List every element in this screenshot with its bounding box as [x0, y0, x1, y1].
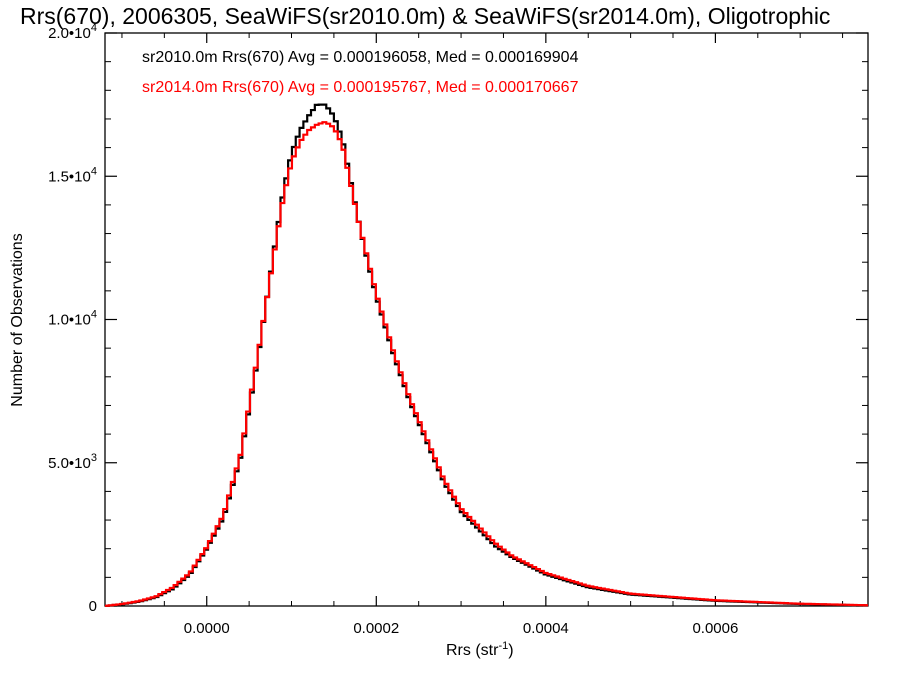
histogram-series-sr2014 [105, 121, 868, 607]
legend-entry-sr2014: sr2014.0m Rrs(670) Avg = 0.000195767, Me… [142, 79, 579, 96]
x-axis-label-text: Rrs (str [446, 642, 499, 659]
x-tick-label: 0.0002 [353, 620, 399, 637]
y-tick-label: 1.5•104 [48, 165, 97, 185]
histogram-series-sr2010 [105, 103, 868, 607]
series-layer [105, 103, 868, 607]
y-tick-label: 1.0•104 [48, 309, 97, 329]
x-tick-label: 0.0004 [523, 620, 569, 637]
axis-ticks: 0.0000 0.0002 0.0004 0.0006 0 5.0•103 1.0•104 1… [48, 22, 868, 637]
x-axis-label-end: ) [508, 642, 513, 659]
x-axis-label: Rrs (str-1) [446, 640, 514, 659]
y-tick-label: 0 [89, 598, 97, 615]
y-axis-label: Number of Observations [9, 233, 26, 406]
x-tick-label: 0.0006 [692, 620, 738, 637]
y-tick-label: 2.0•104 [48, 22, 97, 42]
x-tick-label: 0.0000 [184, 620, 230, 637]
x-axis-label-superscript: -1 [498, 640, 508, 652]
chart-title: Rrs(670), 2006305, SeaWiFS(sr2010.0m) & … [20, 3, 830, 29]
legend-entry-sr2010: sr2010.0m Rrs(670) Avg = 0.000196058, Me… [142, 49, 579, 66]
y-tick-label: 5.0•103 [48, 452, 97, 472]
